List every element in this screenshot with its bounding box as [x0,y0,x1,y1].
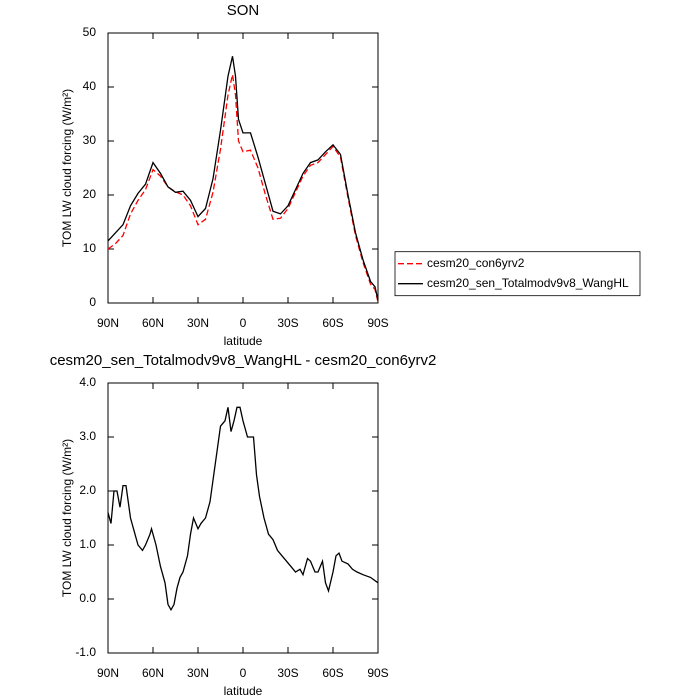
y-tick-label: 30 [83,133,97,147]
x-tick-label: 30N [187,666,209,680]
plot-frame [107,32,379,304]
x-tick-label: 60N [142,316,164,330]
x-tick-label: 90N [97,666,119,680]
y-tick-label: 0.0 [79,591,96,605]
x-tick-label: 90N [97,316,119,330]
y-tick-label: 0 [89,295,96,309]
x-tick-label: 90S [367,666,388,680]
y-tick-label: 50 [83,25,97,39]
y-tick-label: 2.0 [79,483,96,497]
y-tick-label: 4.0 [79,375,96,389]
x-axis-label: latitude [224,334,263,348]
x-tick-label: 30S [277,666,298,680]
x-tick-label: 0 [240,316,247,330]
x-tick-label: 0 [240,666,247,680]
y-tick-label: 1.0 [79,537,96,551]
x-tick-label: 60N [142,666,164,680]
x-tick-label: 30S [277,316,298,330]
x-tick-label: 90S [367,316,388,330]
data-line [107,56,379,301]
legend-label: cesm20_sen_Totalmodv9v8_WangHL [427,276,629,290]
legend-box [394,251,641,297]
chart-title: SON [227,2,260,19]
data-line [107,406,379,612]
y-tick-label: 10 [83,241,97,255]
y-axis-label: TOM LW cloud forcing (W/m²) [60,439,74,597]
chart-title: cesm20_sen_Totalmodv9v8_WangHL - cesm20_… [50,352,437,369]
y-tick-label: 3.0 [79,429,96,443]
y-tick-label: 40 [83,79,97,93]
x-axis-label: latitude [224,684,263,698]
y-tick-label: 20 [83,187,97,201]
x-tick-label: 60S [322,666,343,680]
x-tick-label: 60S [322,316,343,330]
y-axis-label: TOM LW cloud forcing (W/m²) [60,89,74,247]
legend-label: cesm20_con6yrv2 [427,256,525,270]
data-line [107,74,379,303]
y-tick-label: -1.0 [75,645,96,659]
x-tick-label: 30N [187,316,209,330]
plot-frame [107,382,379,654]
